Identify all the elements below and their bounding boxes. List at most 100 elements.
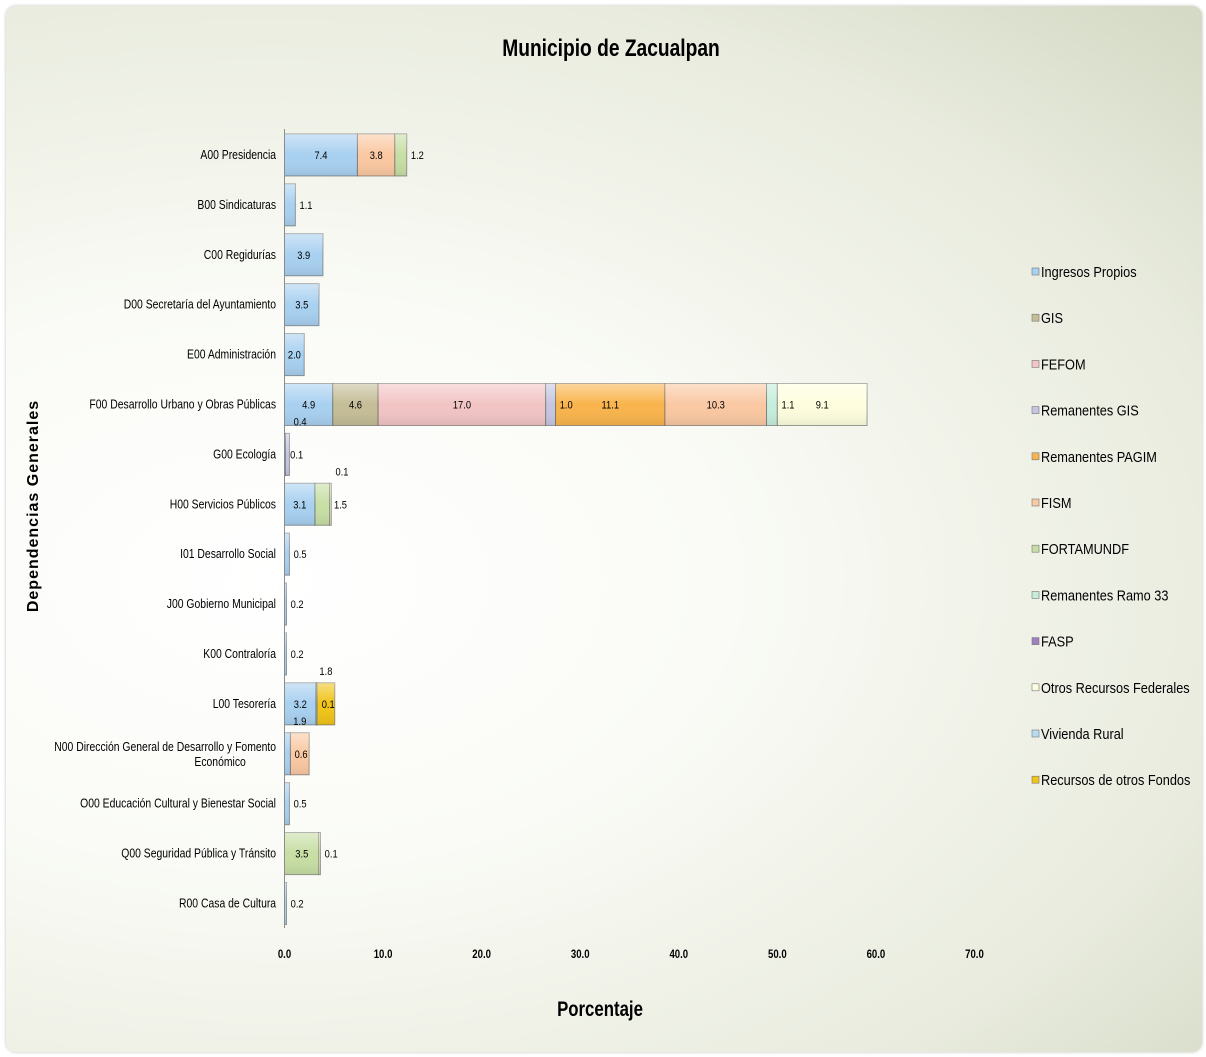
bar-segment-remanentes-ramo-33 bbox=[766, 383, 778, 426]
legend-item-otros-recursos-federales: Otros Recursos Federales bbox=[1031, 679, 1190, 696]
bar-segment-ingresos-propios bbox=[284, 383, 334, 426]
legend-item-fortamundf: FORTAMUNDF bbox=[1031, 540, 1129, 557]
data-label: 7.4 bbox=[315, 150, 328, 162]
x-tick-label: 50.0 bbox=[768, 948, 787, 961]
y-axis-label: Dependencias Generales bbox=[25, 400, 42, 612]
data-label: 1.5 bbox=[334, 500, 347, 512]
legend-item-gis: GIS bbox=[1031, 309, 1063, 326]
data-label: 3.2 bbox=[294, 699, 307, 711]
bar-segment-remanentes-gis bbox=[545, 383, 557, 426]
bar-segment-ingresos-propios bbox=[284, 283, 320, 327]
category-label: E00 Administración bbox=[187, 348, 276, 362]
data-label: 0.2 bbox=[291, 899, 304, 911]
legend-swatch bbox=[1031, 498, 1040, 507]
bar-segment-otros-recursos-federales bbox=[329, 482, 332, 526]
category-label: C00 Regidurías bbox=[204, 248, 276, 262]
legend-label: Recursos de otros Fondos bbox=[1041, 771, 1190, 788]
legend-label: FORTAMUNDF bbox=[1041, 540, 1129, 557]
bar-segment-gis bbox=[332, 383, 379, 426]
data-label: 1.2 bbox=[411, 150, 424, 162]
category-label: N00 Dirección General de Desarrollo y Fo… bbox=[54, 740, 276, 769]
legend-swatch bbox=[1031, 729, 1040, 738]
legend-label: Ingresos Propios bbox=[1041, 263, 1137, 280]
legend-swatch bbox=[1031, 360, 1040, 368]
bar-segment-fism bbox=[664, 383, 768, 426]
data-label: 0.2 bbox=[291, 649, 304, 661]
bar-segment-fism bbox=[289, 732, 310, 776]
x-tick-label: 40.0 bbox=[669, 948, 688, 961]
chart-frame: Municipio de Zacualpan A00 Presidencia B0… bbox=[6, 6, 1202, 1052]
category-label: K00 Contraloría bbox=[203, 647, 276, 661]
legend-item-remanentes-ramo-33: Remanentes Ramo 33 bbox=[1031, 586, 1169, 604]
legend-item-fism: FISM bbox=[1031, 494, 1071, 511]
legend-label: Remanentes GIS bbox=[1041, 402, 1139, 419]
category-label: O00 Educación Cultural y Bienestar Socia… bbox=[80, 797, 276, 811]
bar-segment-fism bbox=[356, 133, 396, 177]
bar-segment-remanentes-pagim bbox=[555, 383, 666, 426]
data-label: 0.1 bbox=[290, 450, 303, 462]
data-label: 0.6 bbox=[295, 749, 308, 761]
legend-item-ingresos-propios: Ingresos Propios bbox=[1031, 263, 1137, 280]
category-label: H00 Servicios Públicos bbox=[170, 497, 276, 511]
legend-label: FASP bbox=[1041, 633, 1074, 650]
category-label: D00 Secretaría del Ayuntamiento bbox=[124, 298, 277, 312]
bar-segment-fortamundf bbox=[394, 133, 408, 177]
category-label: L00 Tesorería bbox=[213, 697, 277, 711]
category-label: Q00 Seguridad Pública y Tránsito bbox=[121, 847, 276, 861]
bar-segment-ingresos-propios bbox=[284, 732, 291, 776]
legend-item-vivienda-rural: Vivienda Rural bbox=[1031, 725, 1124, 742]
bar-segment-ingresos-propios bbox=[284, 682, 317, 726]
x-tick-label: 10.0 bbox=[374, 948, 393, 961]
data-label: 1.9 bbox=[293, 716, 306, 728]
data-label: 1.1 bbox=[300, 200, 313, 212]
legend-label: Remanentes PAGIM bbox=[1041, 448, 1157, 465]
data-label: 3.5 bbox=[295, 849, 308, 861]
data-label: 0.5 bbox=[294, 550, 307, 562]
bar-segment-ingresos-propios bbox=[284, 782, 290, 826]
chart-title: Municipio de Zacualpan bbox=[502, 34, 719, 62]
category-label: B00 Sindicaturas bbox=[197, 198, 276, 212]
data-label: 1.1 bbox=[782, 400, 795, 412]
legend-label: FISM bbox=[1041, 494, 1071, 511]
legend: Ingresos Propios GIS FEFOM Remanentes GIS Re… bbox=[1031, 263, 1190, 788]
legend-swatch bbox=[1031, 544, 1040, 553]
legend-item-fasp: FASP bbox=[1031, 633, 1074, 650]
data-label: 11.1 bbox=[602, 400, 620, 412]
legend-swatch bbox=[1031, 267, 1040, 276]
data-label: 1.0 bbox=[560, 400, 573, 412]
data-label: 3.8 bbox=[370, 150, 383, 162]
data-label: 3.5 bbox=[295, 300, 308, 312]
data-label: 0.2 bbox=[291, 599, 304, 611]
data-label: 0.5 bbox=[294, 799, 307, 811]
data-label: 0.1 bbox=[322, 699, 335, 711]
bar-segment-ingresos-propios bbox=[284, 133, 358, 177]
x-tick-label: 20.0 bbox=[472, 948, 491, 961]
data-label: 0.1 bbox=[336, 467, 349, 479]
data-label: 10.3 bbox=[707, 400, 725, 412]
data-label: 3.9 bbox=[297, 250, 310, 262]
bar-chart: Municipio de Zacualpan A00 Presidencia B0… bbox=[25, 34, 1190, 1022]
legend-item-remanentes-gis: Remanentes GIS bbox=[1031, 402, 1139, 419]
x-tick-label: 0.0 bbox=[278, 948, 291, 961]
data-label: 4.6 bbox=[349, 400, 362, 412]
legend-swatch bbox=[1031, 406, 1040, 414]
bar-segment-otros-recursos-federales bbox=[318, 832, 321, 876]
x-axis-label: Porcentaje bbox=[557, 998, 643, 1021]
data-label: 4.9 bbox=[302, 400, 315, 412]
bar-segment-ingresos-propios bbox=[284, 183, 296, 227]
category-label: G00 Ecología bbox=[213, 447, 276, 461]
legend-swatch bbox=[1031, 775, 1040, 784]
category-label: I01 Desarrollo Social bbox=[180, 547, 276, 561]
legend-swatch bbox=[1031, 637, 1040, 645]
legend-label: Otros Recursos Federales bbox=[1041, 679, 1190, 696]
legend-label: GIS bbox=[1041, 309, 1063, 326]
legend-label: FEFOM bbox=[1041, 355, 1086, 372]
bar-segment-recursos-de-otros-fondos bbox=[316, 682, 336, 726]
legend-swatch bbox=[1031, 313, 1040, 322]
category-label: F00 Desarrollo Urbano y Obras Públicas bbox=[89, 397, 276, 411]
data-label: 2.0 bbox=[288, 350, 301, 362]
bar-segment-ingresos-propios bbox=[284, 482, 316, 526]
x-tick-label: 30.0 bbox=[571, 948, 590, 961]
data-label: 3.1 bbox=[293, 500, 306, 512]
legend-item-recursos-de-otros-fondos: Recursos de otros Fondos bbox=[1031, 771, 1190, 788]
